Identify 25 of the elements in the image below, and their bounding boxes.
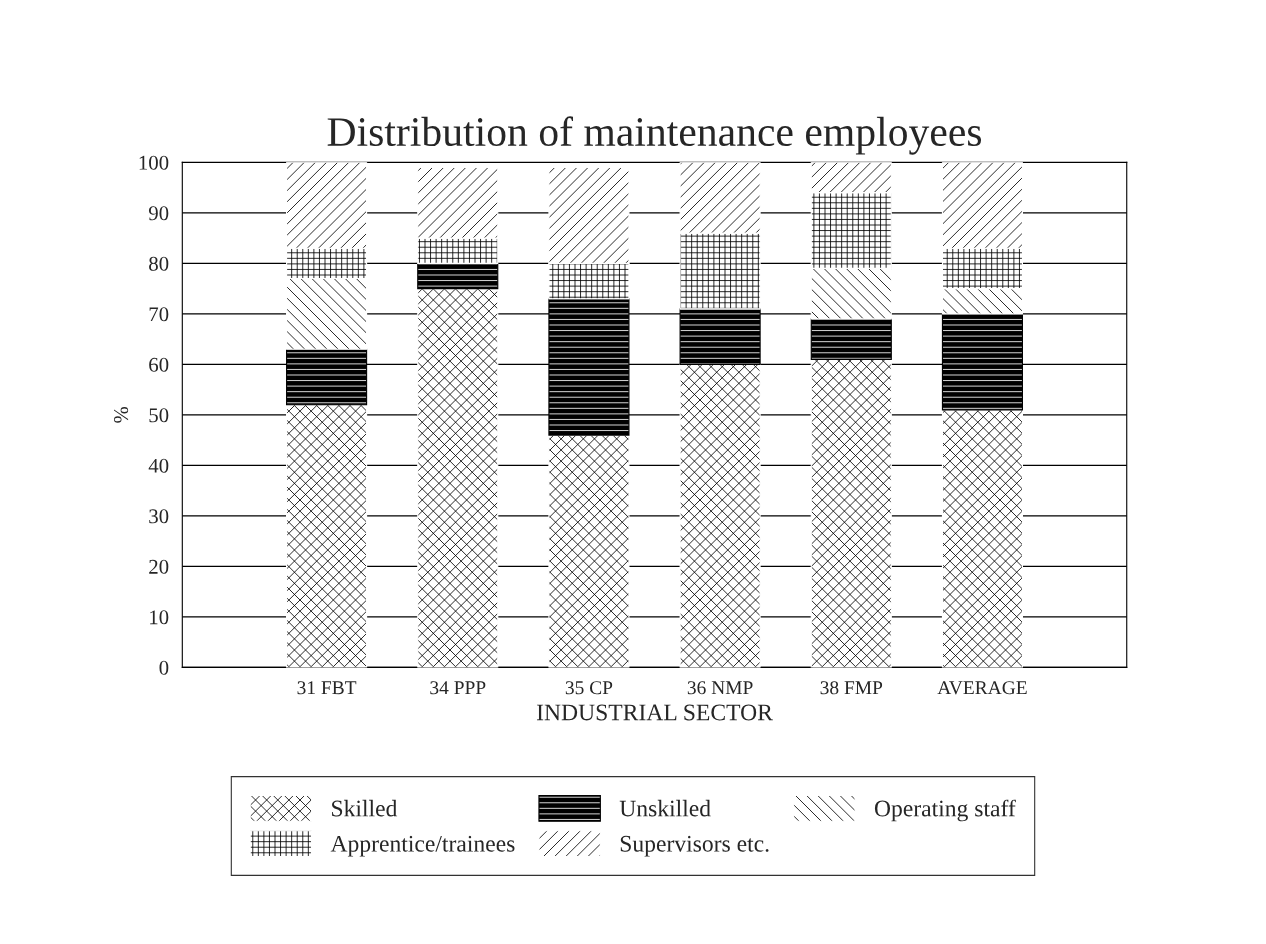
y-tick-label: 50	[149, 408, 169, 423]
y-tick-label: 30	[149, 509, 169, 524]
chart-title: Distribution of maintenance employees	[327, 116, 982, 155]
y-tick-label: 0	[159, 660, 169, 675]
legend-label: Apprentice/trainees	[330, 835, 515, 857]
legend-label: Unskilled	[619, 799, 711, 817]
legend-label: Operating staff	[874, 799, 1016, 822]
y-tick-label: 80	[149, 256, 169, 271]
y-tick-label: 90	[148, 206, 169, 221]
x-tick-label: 31 FBT	[297, 681, 357, 695]
y-tick-label: 100	[139, 155, 169, 170]
legend-label: Skilled	[332, 799, 398, 817]
y-tick-label: 20	[149, 559, 169, 574]
legend-label: Supervisors etc.	[620, 835, 769, 857]
y-tick-label: 60	[149, 357, 169, 372]
x-tick-label: AVERAGE	[937, 681, 1027, 695]
y-axis-title: %	[114, 406, 129, 423]
y-tick-label: 10	[150, 610, 169, 625]
y-tick-label: 70	[149, 307, 169, 322]
x-tick-label: 35 CP	[565, 681, 613, 695]
x-tick-label: 38 FMP	[820, 681, 883, 695]
x-tick-label: 34 PPP	[430, 681, 486, 695]
x-axis-title: INDUSTRIAL SECTOR	[536, 704, 773, 721]
y-tick-label: 40	[148, 458, 169, 473]
x-tick-label: 36 NMP	[687, 681, 753, 695]
